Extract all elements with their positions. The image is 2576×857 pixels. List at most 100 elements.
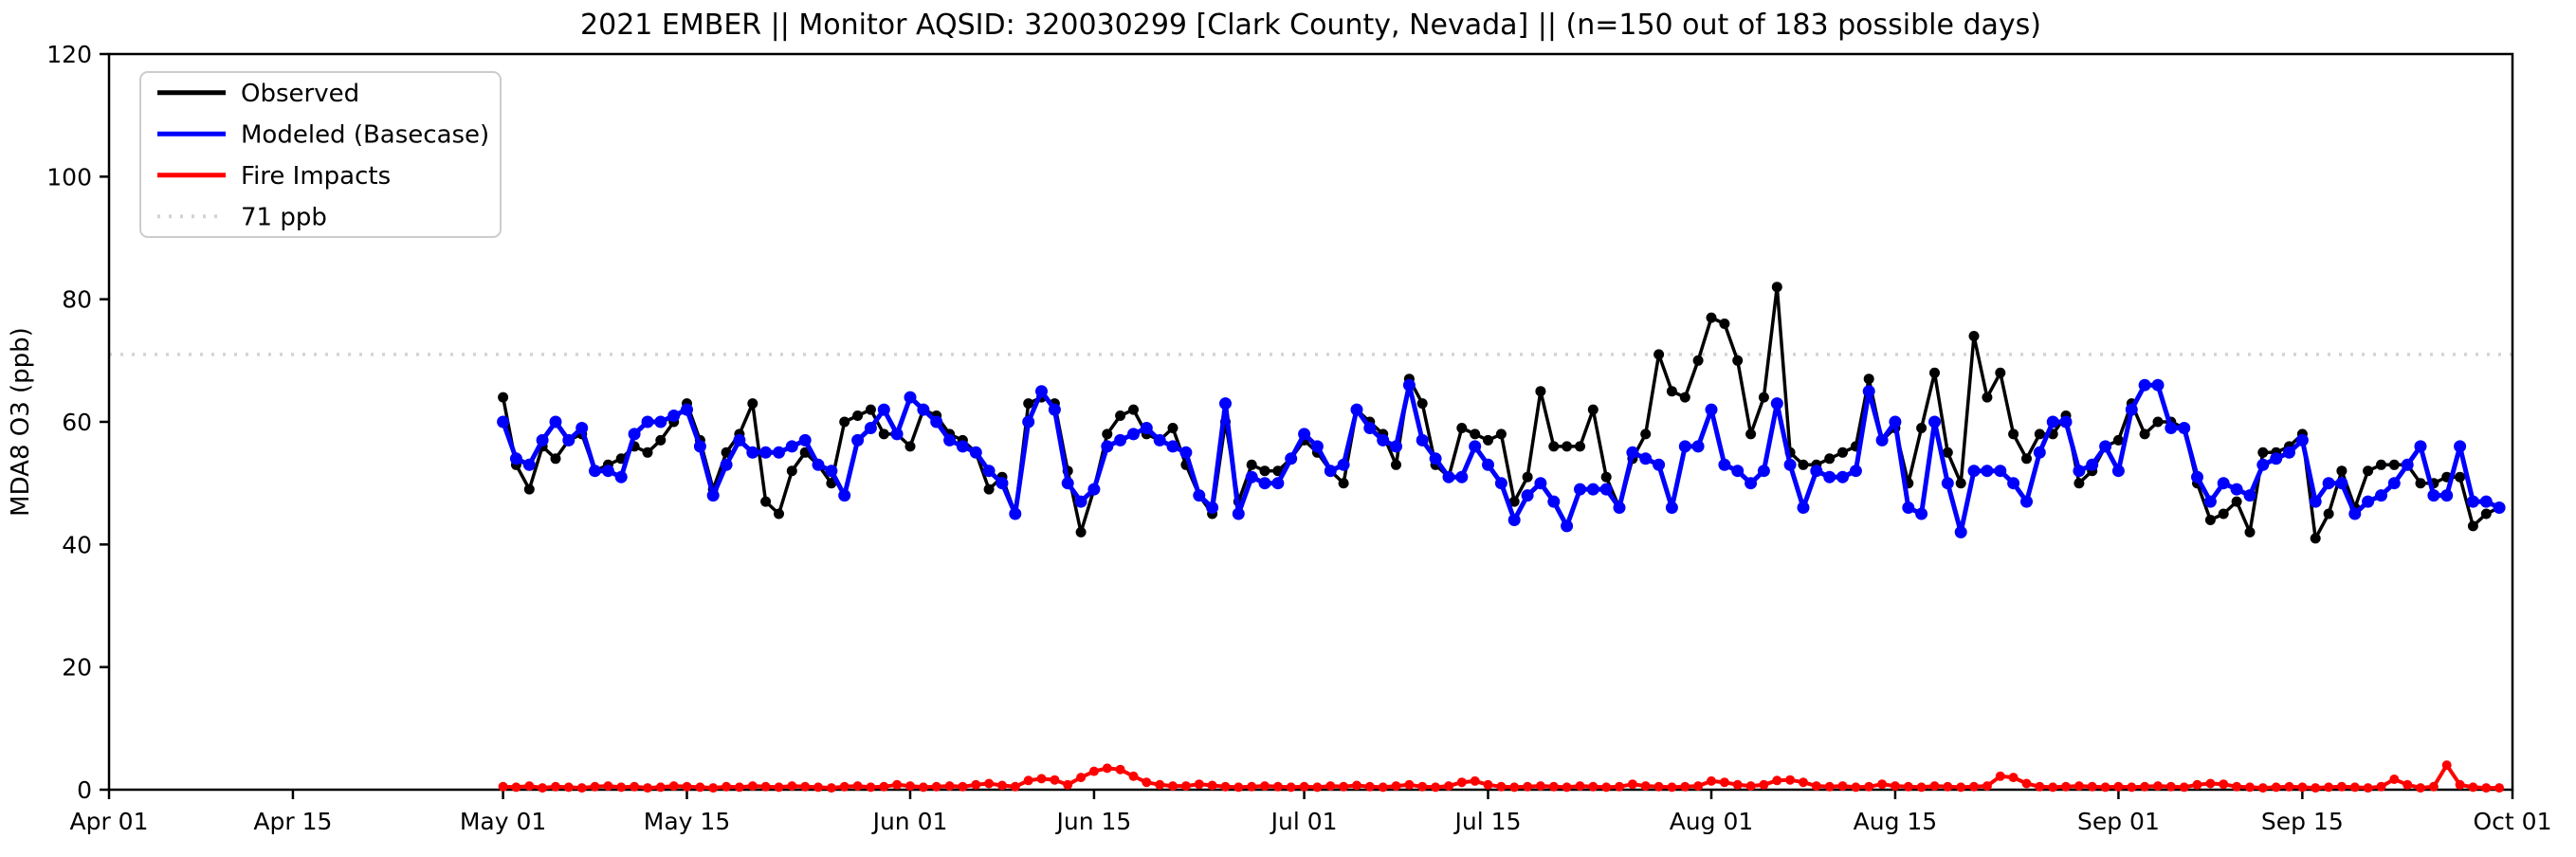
data-point [1456, 423, 1468, 433]
data-point [878, 428, 889, 440]
data-point [1587, 404, 1599, 415]
data-point [1759, 779, 1769, 790]
data-point [1890, 781, 1900, 792]
data-point [1470, 775, 1480, 786]
data-point [1246, 459, 1257, 470]
data-point [590, 781, 600, 792]
data-point [2270, 452, 2283, 465]
data-point [839, 416, 850, 428]
data-point [722, 781, 732, 792]
y-tick-label: 0 [77, 776, 92, 804]
data-point [904, 441, 916, 452]
data-point [1232, 507, 1245, 520]
data-point [1509, 782, 1520, 793]
data-point [774, 782, 784, 793]
data-point [1811, 781, 1821, 792]
data-point [1678, 440, 1691, 453]
legend-label: 71 ppb [241, 203, 327, 231]
data-point [630, 781, 640, 792]
data-point [2427, 489, 2440, 502]
data-point [2007, 477, 2020, 490]
data-point [2401, 458, 2414, 471]
data-point [759, 446, 773, 459]
data-point [852, 410, 864, 421]
data-point [2153, 781, 2163, 792]
data-point [904, 391, 917, 404]
data-point [1456, 777, 1467, 788]
data-point [1718, 458, 1731, 471]
data-point [1166, 440, 1179, 453]
data-point [2310, 533, 2321, 544]
data-point [1640, 428, 1652, 440]
data-point [1928, 415, 1941, 428]
data-point [562, 433, 575, 447]
data-point [2099, 440, 2112, 453]
data-point [1719, 777, 1729, 788]
data-point [800, 781, 811, 792]
data-point [1048, 403, 1061, 416]
data-point [2414, 440, 2427, 453]
data-point [1562, 441, 1573, 452]
data-point [1600, 471, 1612, 483]
data-point [1982, 781, 1992, 792]
data-point [1561, 520, 1574, 533]
data-point [2311, 783, 2321, 793]
legend-box [139, 71, 502, 238]
data-point [2178, 422, 2191, 434]
data-point [1522, 471, 1533, 483]
data-point [1194, 779, 1204, 790]
data-point [2284, 781, 2294, 792]
data-point [1442, 470, 1455, 483]
data-point [931, 781, 941, 792]
data-point [1969, 781, 1979, 792]
x-tick-label: May 15 [644, 808, 730, 835]
data-point [2230, 483, 2243, 496]
data-point [575, 422, 589, 434]
data-point [1981, 465, 1994, 478]
data-point [1523, 781, 1533, 792]
data-point [747, 781, 758, 792]
data-point [1402, 378, 1416, 392]
data-point [1483, 779, 1493, 790]
fire-impacts-series [498, 760, 2505, 793]
data-point [1363, 422, 1377, 434]
data-point [1758, 392, 1769, 403]
data-point [1312, 782, 1323, 793]
data-point [1562, 782, 1572, 793]
data-point [1140, 422, 1153, 434]
y-tick-label: 40 [62, 531, 92, 558]
data-point [2217, 477, 2230, 490]
data-point [786, 465, 797, 477]
data-point [2033, 446, 2046, 459]
data-point [1495, 428, 1507, 440]
data-point [1036, 774, 1047, 784]
data-point [813, 782, 823, 793]
data-point [1260, 781, 1270, 792]
data-point [1063, 779, 1073, 790]
data-point [1837, 447, 1848, 458]
data-point [2376, 459, 2386, 470]
data-point [2454, 440, 2467, 453]
data-point [511, 782, 521, 793]
data-point [890, 428, 904, 441]
data-point [2165, 781, 2176, 792]
data-point [720, 458, 733, 471]
data-point [2165, 422, 2178, 434]
data-point [2046, 415, 2059, 428]
data-point [1615, 781, 1624, 792]
data-point [1823, 470, 1836, 483]
data-point [2389, 775, 2400, 784]
data-point [1258, 477, 1271, 490]
data-point [2219, 779, 2229, 790]
data-point [1851, 782, 1861, 793]
data-point [1640, 781, 1651, 792]
data-point [1416, 398, 1428, 410]
data-point [1508, 496, 1520, 507]
data-point [2048, 782, 2058, 793]
data-point [1639, 452, 1653, 465]
data-point [1627, 779, 1637, 790]
data-point [1271, 477, 1285, 490]
data-point [1429, 452, 1442, 465]
data-point [1799, 777, 1808, 788]
